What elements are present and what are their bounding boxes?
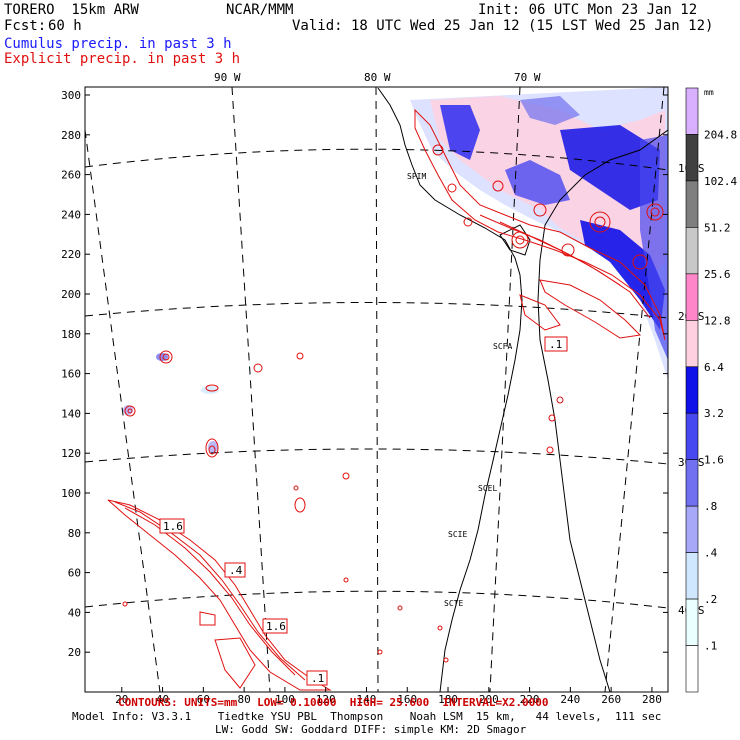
colorbar-segment — [685, 598, 699, 646]
colorbar-segment — [685, 134, 699, 182]
colorbar-segment — [685, 273, 699, 321]
x-tick-label: 200 — [479, 693, 499, 706]
x-tick-label: 160 — [397, 693, 417, 706]
y-tick-label: 200 — [61, 288, 81, 301]
colorbar-segment — [685, 227, 699, 275]
colorbar-label: 1.6 — [704, 454, 724, 467]
model-info: Model Info: V3.3.1 Tiedtke YSU PBL Thomp… — [72, 710, 662, 723]
explicit-contours — [107, 108, 666, 691]
forecast-hours: 60 h — [48, 18, 82, 34]
cumulus-legend: Cumulus precip. in past 3 h — [4, 36, 232, 52]
contour-label: .1 — [311, 672, 324, 685]
x-tick-label: 140 — [357, 693, 377, 706]
colorbar-label: .2 — [704, 593, 717, 606]
y-tick-label: 280 — [61, 129, 81, 142]
colorbar-segment — [685, 412, 699, 460]
colorbar-segment — [685, 366, 699, 414]
colorbar-segment — [685, 320, 699, 368]
colorbar-segment — [685, 180, 699, 228]
y-tick-label: 40 — [68, 606, 81, 619]
y-axis: 20 40 60 80 100 120 140 160 180 200 220 240 260 280 30… — [61, 89, 668, 659]
colorbar: mm 204.8 102.4 51.2 25.6 12.8 6.4 3.2 1.6 .8 .4 .2.… — [685, 87, 737, 693]
y-tick-label: 60 — [68, 567, 81, 580]
colorbar-segment — [685, 87, 699, 135]
y-tick-label: 240 — [61, 208, 81, 221]
lon-label: 90 W — [214, 71, 241, 84]
colorbar-label: .8 — [704, 500, 717, 513]
colorbar-unit: mm — [704, 88, 714, 97]
precip-shading — [123, 87, 668, 453]
graticule — [85, 87, 668, 692]
y-tick-label: 260 — [61, 169, 81, 182]
y-tick-label: 220 — [61, 248, 81, 261]
x-tick-label: 40 — [156, 693, 169, 706]
lon-label: 80 W — [364, 71, 391, 84]
colorbar-segment — [685, 552, 699, 600]
x-tick-label: 220 — [520, 693, 540, 706]
lon-label: 70 W — [514, 71, 541, 84]
station-label: SCFA — [493, 342, 512, 351]
forecast-label: Fcst: — [4, 18, 47, 34]
station-label: SPIM — [407, 172, 426, 181]
contour-labels: .1 1.6 .4 1.6 .1 — [159, 336, 568, 686]
x-tick-label: 20 — [115, 693, 128, 706]
station-label: SCEL — [478, 484, 497, 493]
x-tick-label: 240 — [560, 693, 580, 706]
station-labels: SPIM SCFA SCEL SCIE SCTE — [407, 172, 512, 608]
colorbar-label: 25.6 — [704, 268, 731, 281]
map-frame — [84, 86, 669, 693]
x-tick-label: 80 — [237, 693, 250, 706]
colorbar-label: 51.2 — [704, 221, 731, 234]
y-tick-label: 80 — [68, 527, 81, 540]
x-tick-label: 60 — [197, 693, 210, 706]
colorbar-label: .1 — [704, 640, 717, 653]
x-tick-label: 120 — [316, 693, 336, 706]
colorbar-label: 6.4 — [704, 361, 724, 374]
station-label: SCIE — [448, 530, 467, 539]
x-axis: 20 40 60 80 100 120 140 160 180 200 220 240 260 280 — [115, 687, 662, 706]
x-tick-label: 260 — [601, 693, 621, 706]
y-tick-label: 300 — [61, 89, 81, 102]
x-tick-label: 100 — [275, 693, 295, 706]
colorbar-segment — [685, 505, 699, 553]
colorbar-label: 3.2 — [704, 407, 724, 420]
y-tick-label: 100 — [61, 487, 81, 500]
valid-time: Valid: 18 UTC Wed 25 Jan 12 (15 LST Wed … — [292, 18, 714, 34]
colorbar-label: 102.4 — [704, 175, 737, 188]
model-title: TORERO 15km ARW — [4, 2, 139, 18]
y-tick-label: 160 — [61, 368, 81, 381]
y-tick-label: 180 — [61, 328, 81, 341]
coastline — [377, 87, 523, 692]
contours-info: CONTOURS: UNITS=mm LOW= 0.10000 HIGH= 25… — [118, 696, 549, 709]
y-tick-label: 120 — [61, 447, 81, 460]
colorbar-label: 204.8 — [704, 128, 737, 141]
explicit-legend: Explicit precip. in past 3 h — [4, 51, 241, 67]
contour-label: .4 — [229, 564, 243, 577]
colorbar-segment — [685, 645, 699, 693]
colorbar-label: .4 — [704, 547, 718, 560]
y-tick-label: 140 — [61, 407, 81, 420]
contour-label: 1.6 — [266, 620, 286, 633]
colorbar-segment — [685, 459, 699, 507]
station-label: SCTE — [444, 599, 463, 608]
contour-label: 1.6 — [163, 520, 183, 533]
x-tick-label: 280 — [642, 693, 662, 706]
init-time: Init: 06 UTC Mon 23 Jan 12 — [478, 2, 698, 18]
center-name: NCAR/MMM — [226, 2, 294, 18]
y-tick-label: 20 — [68, 646, 81, 659]
colorbar-label: 12.8 — [704, 314, 731, 327]
contour-label: .1 — [549, 338, 562, 351]
x-tick-label: 180 — [438, 693, 458, 706]
lon-labels: 90 W 80 W 70 W — [214, 71, 541, 84]
model-info-physics: LW: Godd SW: Goddard DIFF: simple KM: 2D… — [215, 723, 527, 736]
